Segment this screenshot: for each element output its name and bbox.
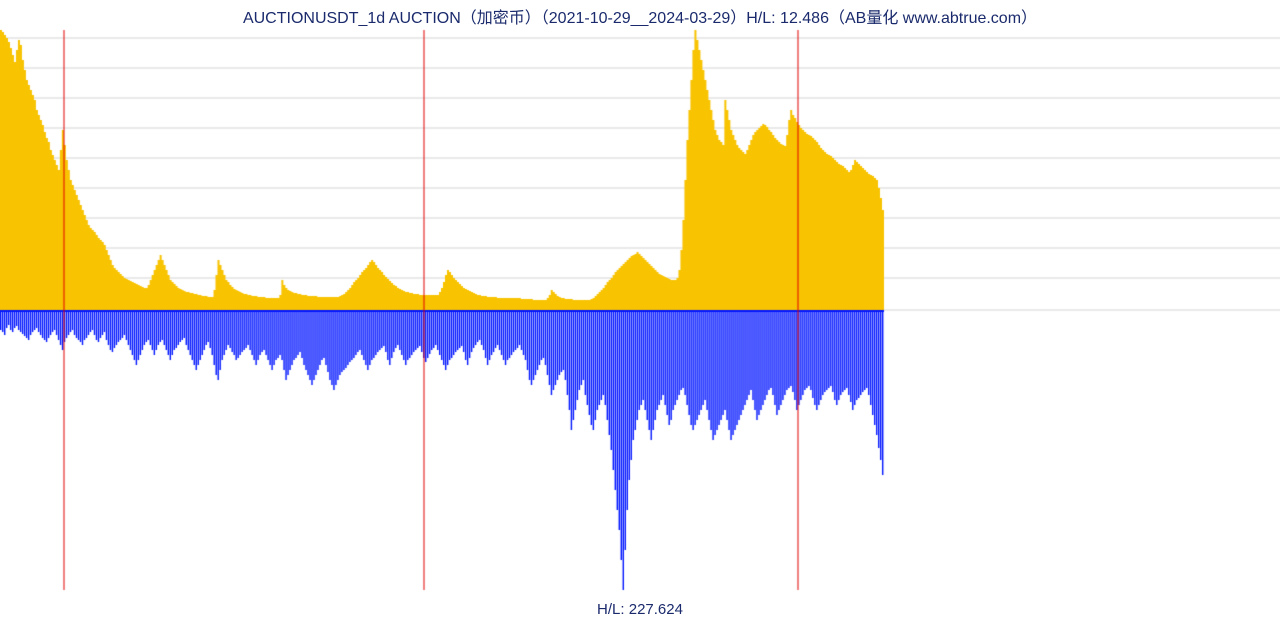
chart-title: AUCTIONUSDT_1d AUCTION（加密币）（2021-10-29__… (0, 4, 1280, 28)
price-hl-chart (0, 0, 1280, 620)
chart-footer: H/L: 227.624 (0, 601, 1280, 618)
